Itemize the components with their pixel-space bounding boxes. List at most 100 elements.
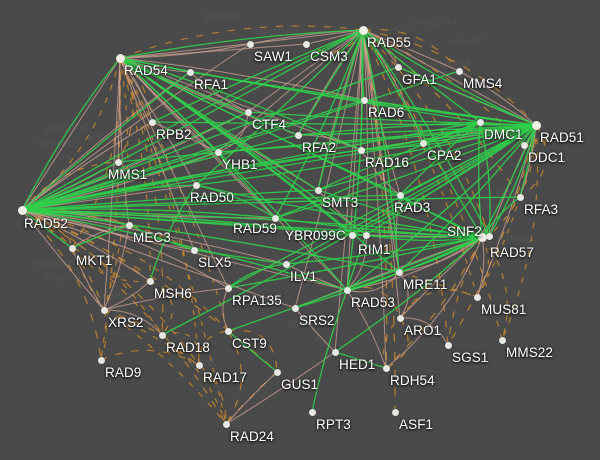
edge-physical — [21, 209, 287, 265]
edge-physical — [21, 43, 251, 211]
edge-physical — [21, 57, 121, 211]
edge-physical — [119, 57, 153, 123]
edge-physical — [103, 224, 130, 311]
edge-coexpression — [351, 124, 537, 236]
graph-node-rpb2[interactable] — [148, 118, 156, 126]
graph-node-rad51[interactable] — [531, 120, 541, 130]
edge-physical — [362, 29, 387, 369]
graph-node-mms22[interactable] — [498, 336, 506, 344]
graph-node-rfa1[interactable] — [186, 68, 194, 76]
edge-coexpression — [21, 121, 481, 211]
edge-coexpression — [227, 330, 278, 373]
graph-node-mus81[interactable] — [473, 293, 481, 301]
edge-coexpression — [481, 124, 537, 238]
graph-node-csm3[interactable] — [302, 40, 310, 48]
edge-genetic — [362, 29, 490, 237]
graph-node-rad59[interactable] — [271, 214, 279, 222]
edge-physical — [398, 271, 409, 319]
graph-node-srs2[interactable] — [291, 304, 299, 312]
edge-physical — [294, 307, 336, 353]
graph-node-rad50[interactable] — [192, 181, 200, 189]
edge-physical — [385, 236, 483, 369]
graph-node-hed1[interactable] — [331, 348, 339, 356]
graph-node-cst9[interactable] — [224, 327, 232, 335]
graph-node-sgs1[interactable] — [444, 341, 452, 349]
graph-node-mkt1[interactable] — [68, 244, 76, 252]
edge-coexpression — [346, 124, 537, 291]
graph-node-rpa135[interactable] — [224, 284, 232, 292]
graph-node-ddc1[interactable] — [520, 141, 528, 149]
graph-node-xrs2[interactable] — [100, 306, 108, 314]
edge-coexpression — [71, 224, 130, 249]
graph-node-asf1[interactable] — [391, 408, 399, 416]
graph-node-rad6[interactable] — [360, 96, 368, 104]
graph-node-rad57[interactable] — [485, 232, 493, 240]
graph-node-ctf4[interactable] — [244, 108, 252, 116]
graph-node-rpt3[interactable] — [308, 408, 316, 416]
graph-node-msh6[interactable] — [146, 277, 154, 285]
edge-physical — [21, 209, 151, 282]
edge-physical — [119, 57, 195, 251]
graph-node-rad17[interactable] — [195, 361, 203, 369]
graph-node-rim1[interactable] — [362, 231, 370, 239]
edge-genetic — [362, 29, 449, 346]
graph-node-rad24[interactable] — [222, 420, 230, 428]
edge-physical — [346, 271, 400, 293]
graph-node-rad53[interactable] — [343, 286, 351, 294]
edge-physical — [71, 224, 130, 249]
graph-node-rfa3[interactable] — [516, 193, 524, 201]
graph-node-rad9[interactable] — [97, 356, 105, 364]
graph-node-dmc1[interactable] — [476, 118, 484, 126]
edge-genetic — [362, 29, 388, 369]
graph-node-mms4[interactable] — [455, 67, 463, 75]
graph-node-aro1[interactable] — [396, 314, 404, 322]
edge-physical — [119, 57, 229, 289]
graph-node-rad18[interactable] — [158, 331, 166, 339]
graph-node-rdh54[interactable] — [382, 364, 390, 372]
edge-genetic — [385, 236, 483, 369]
graph-node-rad3[interactable] — [396, 191, 404, 199]
edge-physical — [294, 29, 364, 309]
edge-genetic — [103, 309, 200, 366]
edge-genetic — [447, 124, 537, 346]
graph-node-rad55[interactable] — [358, 25, 368, 35]
edge-physical — [334, 29, 364, 353]
edge-genetic — [119, 57, 227, 425]
edge-physical — [217, 111, 249, 153]
graph-node-rfa2[interactable] — [294, 131, 302, 139]
edge-coexpression — [399, 121, 481, 196]
graph-node-rad16[interactable] — [357, 146, 365, 154]
graph-node-mec3[interactable] — [125, 221, 133, 229]
graph-node-mms1[interactable] — [114, 158, 122, 166]
edge-genetic — [161, 332, 200, 366]
graph-node-gus1[interactable] — [273, 368, 281, 376]
graph-node-gfa1[interactable] — [394, 63, 402, 71]
edge-coexpression — [399, 194, 483, 238]
graph-node-ybr099c[interactable] — [348, 231, 356, 239]
graph-node-mre11[interactable] — [395, 268, 403, 276]
edge-coexpression — [274, 124, 537, 219]
graph-node-ilv1[interactable] — [282, 260, 290, 268]
edge-physical — [346, 289, 387, 369]
edge-genetic — [362, 28, 460, 72]
edge-physical — [362, 29, 460, 72]
edge-coexpression — [21, 209, 130, 226]
graph-node-smt3[interactable] — [314, 186, 322, 194]
edge-coexpression — [285, 124, 537, 265]
graph-node-rad52[interactable] — [17, 205, 27, 215]
edge-genetic — [198, 364, 227, 425]
graph-node-rad54[interactable] — [115, 53, 125, 63]
edge-genetic — [488, 124, 537, 237]
graph-node-yhb1[interactable] — [214, 148, 222, 156]
graph-node-cpa2[interactable] — [419, 139, 427, 147]
edge-physical — [458, 70, 537, 126]
edge-coexpression — [274, 217, 483, 238]
edge-coexpression — [195, 29, 364, 186]
graph-node-snf2[interactable] — [477, 232, 487, 242]
edge-coexpression — [285, 236, 483, 265]
edge-coexpression — [21, 209, 353, 236]
graph-node-slx5[interactable] — [190, 246, 198, 254]
graph-node-saw1[interactable] — [246, 40, 254, 48]
edge-coexpression — [21, 151, 219, 211]
